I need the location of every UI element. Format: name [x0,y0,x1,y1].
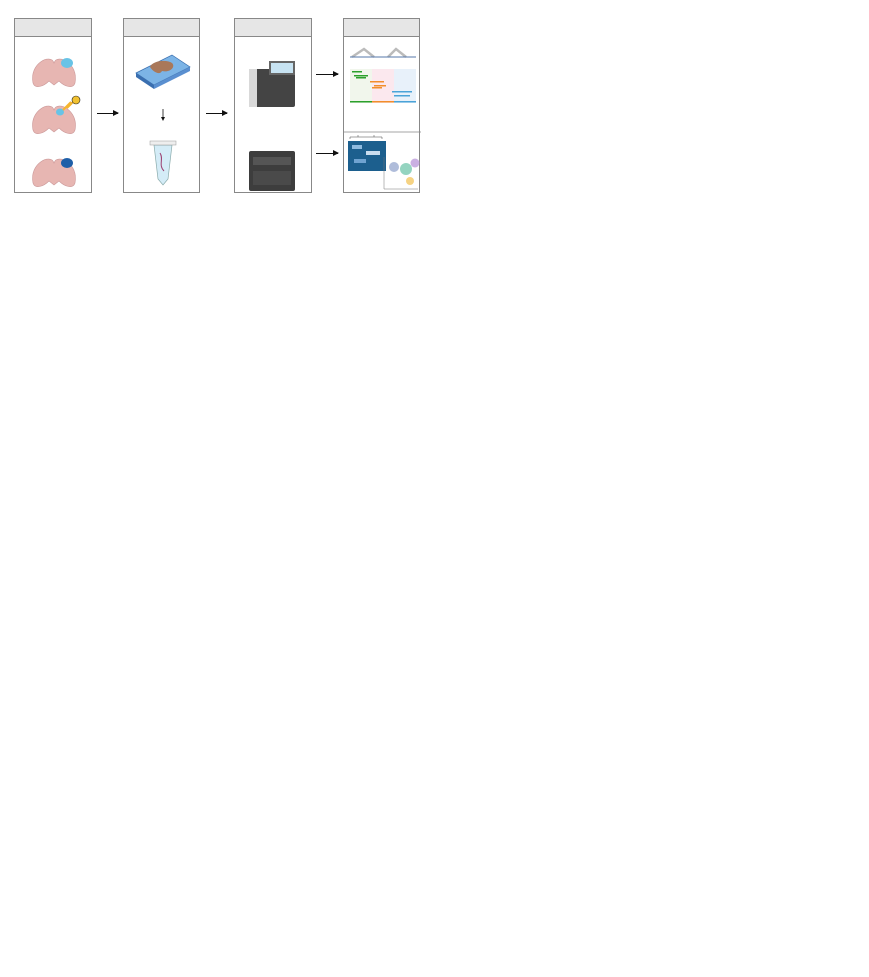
panel-b-clinical-heatmap [470,10,869,200]
workflow-box-longitudinal [14,18,92,193]
workflow-box-title [124,19,199,37]
arrow-icon [206,110,228,116]
ffpe-block-icon [135,54,191,89]
workflow-box-sequencing [234,18,312,193]
workflow-box-title [15,19,91,37]
panel-g-losses-chart [330,488,600,758]
panel-g-gains-chart [600,488,869,758]
tube-icon [149,140,177,186]
panel-f-cnv-heatmap [0,488,305,758]
reads-alignment-icon [350,47,416,59]
clonal-tracks-icon [350,69,416,103]
workflow-box-analysis [343,18,421,193]
panel-h-scatter-2 [290,770,580,977]
extraction-illustrations [135,54,191,186]
sequencer-illustrations [249,61,295,191]
analysis-illustrations [344,47,421,190]
panel-e-violin-plots [600,225,780,460]
panel-d-nf2-barchart [330,220,590,460]
brain-icon-recurrent [32,158,76,187]
panel-h-scatter-3 [580,770,869,977]
workflow-box-title [235,19,311,37]
workflow-box-dna-extraction [123,18,200,193]
workflow-box-title [344,19,419,37]
methylation-array-icon [249,151,295,191]
tsne-plot-icon [383,157,420,190]
brain-icon-radiation [32,95,81,134]
panel-h-scatter-1 [0,770,290,977]
arrow-icon [97,110,119,116]
brain-illustrations [32,58,81,187]
methylation-heatmap-icon [348,135,386,171]
arrow-icon [316,150,339,156]
brain-icon-primary [32,58,76,87]
wes-sequencer-icon [249,61,295,107]
panel-c-oncoprint [0,225,310,457]
arrow-icon [316,71,339,77]
